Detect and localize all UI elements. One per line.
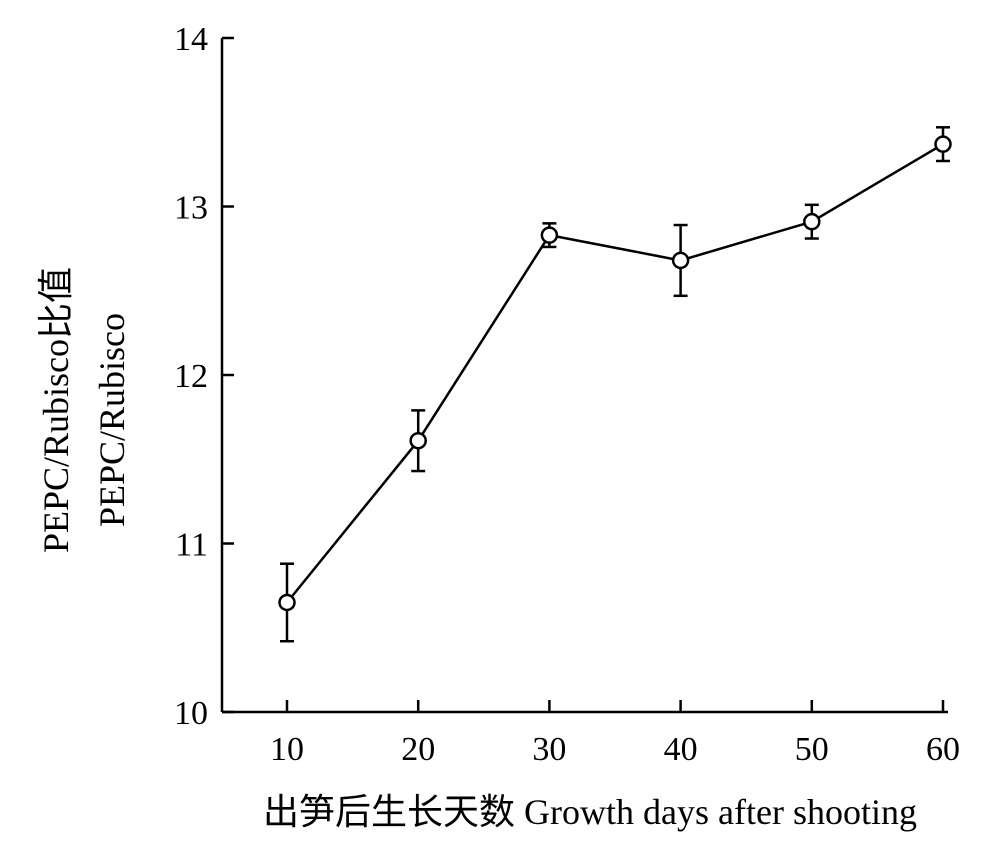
x-axis-title: 出笋后生长天数 Growth days after shooting	[263, 792, 917, 832]
x-tick-label: 40	[664, 731, 698, 768]
y-axis: 10 11 12 13 14	[174, 21, 234, 732]
x-axis: 10 20 30 40 50 60	[222, 700, 960, 768]
data-point	[409, 431, 427, 450]
x-tick-label: 20	[401, 731, 435, 768]
data-point	[934, 135, 952, 153]
y-tick-label: 10	[174, 695, 208, 732]
x-tick-label: 50	[795, 731, 829, 768]
data-point	[671, 251, 690, 270]
data-point	[540, 226, 559, 244]
data-series	[278, 126, 952, 643]
data-point	[278, 593, 296, 612]
x-tick-label: 10	[270, 731, 304, 768]
y-tick-label: 14	[174, 21, 208, 58]
y-tick-label: 13	[174, 190, 208, 227]
series-line	[286, 143, 944, 604]
x-tick-label: 30	[532, 731, 566, 768]
y-axis-title-line-2: PEPC/Rubisco	[92, 313, 132, 527]
data-point	[803, 212, 821, 231]
x-tick-label: 60	[926, 731, 960, 768]
y-axis-title-line-1: PEPC/Rubisco比值	[36, 267, 76, 553]
y-tick-label: 12	[174, 358, 208, 395]
y-tick-label: 11	[175, 527, 208, 564]
